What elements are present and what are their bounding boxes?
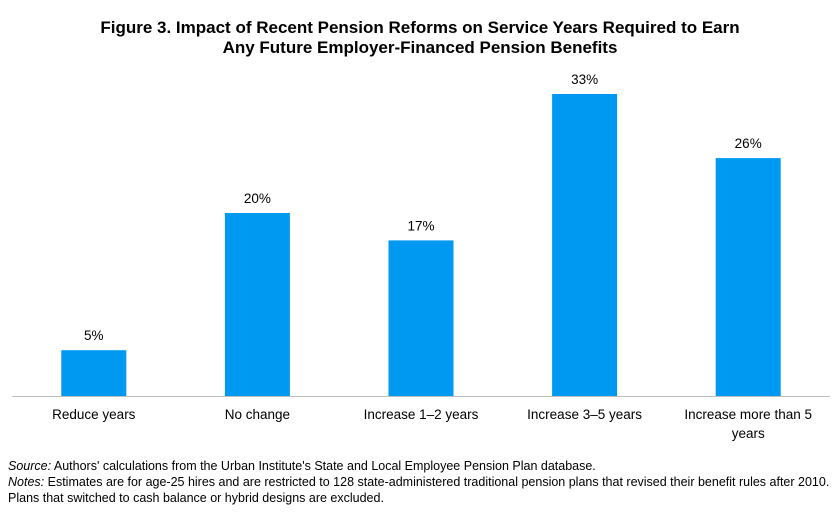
data-label-2: 20%	[244, 191, 271, 206]
notes-note: Notes: Estimates are for age-25 hires an…	[8, 474, 834, 506]
data-label-1: 5%	[84, 328, 104, 343]
chart-title-line-2: Any Future Employer-Financed Pension Ben…	[222, 38, 618, 57]
data-label-5: 26%	[735, 136, 762, 151]
bar-2	[224, 213, 290, 396]
footnotes: Source: Authors' calculations from the U…	[8, 458, 834, 506]
source-label: Source:	[8, 459, 52, 473]
notes-text: Estimates are for age-25 hires and are r…	[8, 475, 830, 505]
category-label-5: Increase more than 5 years	[684, 407, 812, 441]
data-label-4: 33%	[571, 72, 598, 87]
bar-4	[552, 94, 618, 396]
category-label-2: No change	[225, 407, 290, 422]
data-label-3: 17%	[407, 218, 434, 233]
source-note: Source: Authors' calculations from the U…	[8, 458, 834, 474]
bar-1	[61, 350, 127, 396]
category-label-4: Increase 3–5 years	[527, 407, 642, 422]
source-text: Authors' calculations from the Urban Ins…	[51, 459, 596, 473]
category-label-1: Reduce years	[52, 407, 136, 422]
category-label-3: Increase 1–2 years	[364, 407, 479, 422]
chart-title: Figure 3. Impact of Recent Pension Refor…	[0, 18, 840, 58]
notes-label: Notes:	[8, 475, 45, 489]
bar-3	[388, 240, 454, 396]
chart-title-line-1: Figure 3. Impact of Recent Pension Refor…	[100, 18, 740, 37]
bar-5	[715, 158, 781, 396]
